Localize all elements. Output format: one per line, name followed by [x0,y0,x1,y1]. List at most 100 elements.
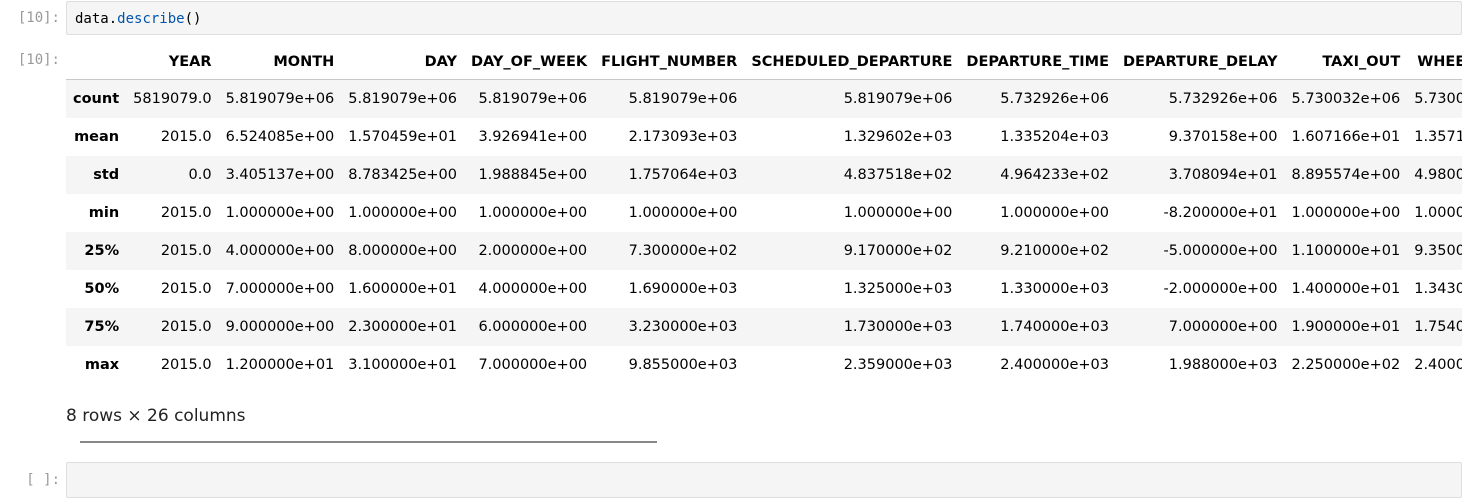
table-cell: 1.988000e+03 [1168,357,1278,373]
table-cell: 2.000000e+00 [478,243,588,259]
table-cell: 9.210000e+02 [1000,243,1110,259]
table-cell: 1.607166e+01 [1291,129,1401,145]
table-cell: 8.895574e+00 [1291,167,1401,183]
table-cell: 9.370158e+00 [1168,129,1278,145]
column-header: DAY [341,44,464,80]
cell-1-code-editor[interactable]: data.describe() [66,1,1462,35]
column-header: YEAR [126,44,219,80]
table-row: max 2015.0 1.200000e+01 3.100000e+01 7.00000… [66,346,1462,384]
table-cell: 2015.0 [160,281,212,297]
table-cell: 9.170000e+02 [843,243,953,259]
table-cell: 1.343000e+ [1414,281,1462,297]
table-cell: 1.000000e+00 [348,205,457,221]
table-cell: 5.819079e+06 [843,91,953,107]
cell-1-code: data.describe() [67,2,1461,36]
table-body: count 5819079.0 5.819079e+06 5.819079e+06 5.… [66,79,1462,384]
code-parens: () [184,11,202,27]
column-header: MONTH [218,44,342,80]
table-cell: 1.000000e+00 [843,205,953,221]
table-header-row: YEAR MONTH DAY DAY_OF_WEEK FLIGHT_NUMBER SCHE… [66,44,1462,80]
table-cell: 5.732926e+06 [1168,91,1278,107]
table-cell: 2015.0 [160,319,212,335]
row-label: max [84,357,120,373]
table-row: count 5819079.0 5.819079e+06 5.819079e+06 5.… [66,79,1462,118]
table-cell: 2.250000e+02 [1291,357,1401,373]
table-cell: 3.230000e+03 [628,319,738,335]
code-object: data [75,11,109,27]
table-cell: 7.000000e+00 [1168,319,1278,335]
row-label: min [88,205,120,221]
table-cell: 4.000000e+00 [225,243,335,259]
table-cell: 1.330000e+03 [1000,281,1110,297]
table-cell: 3.926941e+00 [478,129,588,145]
table-cell: 6.000000e+00 [478,319,588,335]
table-cell: 5.730032e+06 [1291,91,1401,107]
table-cell: 1.000000e+00 [225,205,335,221]
table-cell: 1.757064e+03 [628,167,738,183]
table-cell: 1.325000e+03 [843,281,953,297]
table-cell: 1.988845e+00 [478,167,588,183]
table-cell: 5.819079e+06 [478,91,588,107]
table-cell: 1.570459e+01 [348,129,457,145]
table-cell: 9.000000e+00 [225,319,335,335]
describe-table: YEAR MONTH DAY DAY_OF_WEEK FLIGHT_NUMBER SCHE… [66,44,1462,384]
cell-2-prompt: [ ]: [26,472,60,488]
table-cell: 4.000000e+00 [478,281,588,297]
table-cell: -5.000000e+00 [1163,243,1278,259]
table-cell: 8.783425e+00 [348,167,457,183]
shape-summary: 8 rows × 26 columns [66,406,246,426]
table-cell: 2015.0 [160,357,212,373]
table-cell: 3.708094e+01 [1168,167,1278,183]
table-cell: 6.524085e+00 [225,129,335,145]
table-cell: 1.200000e+01 [225,357,335,373]
table-cell: 1.754000e+ [1414,319,1462,335]
table-cell: 5.819079e+06 [628,91,738,107]
table-cell: 9.350000e+ [1414,243,1462,259]
row-label: 25% [84,243,120,259]
table-cell: 1.600000e+01 [348,281,457,297]
table-cell: 1.000000e+00 [478,205,588,221]
table-cell: 4.964233e+02 [1000,167,1110,183]
table-cell: 5.730032e+ [1414,91,1462,107]
table-row: mean 2015.0 6.524085e+00 1.570459e+01 3.9269… [66,118,1462,156]
table-cell: 1.000000e+00 [1000,205,1110,221]
table-row: std 0.0 3.405137e+00 8.783425e+00 1.988845e+… [66,156,1462,194]
cell-2-code-editor[interactable] [66,462,1462,498]
column-header: SCHEDULED_DEPARTURE [744,44,960,80]
row-label: count [73,91,120,107]
row-label: mean [74,129,120,145]
dataframe-output: YEAR MONTH DAY DAY_OF_WEEK FLIGHT_NUMBER SCHE… [66,44,1462,394]
table-cell: 4.980094e+ [1414,167,1462,183]
table-row: 50% 2015.0 7.000000e+00 1.600000e+01 4.00000… [66,270,1462,308]
table-cell: 1.000000e+ [1414,205,1462,221]
table-cell: 1.335204e+03 [1000,129,1110,145]
table-cell: 5.819079e+06 [348,91,457,107]
index-header [66,44,127,80]
table-cell: 2.173093e+03 [628,129,738,145]
table-cell: 1.730000e+03 [843,319,953,335]
table-cell: 2.300000e+01 [348,319,457,335]
table-row: 75% 2015.0 9.000000e+00 2.300000e+01 6.00000… [66,308,1462,346]
table-cell: 2015.0 [160,205,212,221]
table-cell: 1.000000e+00 [1291,205,1401,221]
table-cell: 2.400000e+ [1414,357,1462,373]
column-header: WHEELS_O [1407,44,1462,80]
code-method: describe [117,11,185,27]
table-cell: 2015.0 [160,129,212,145]
table-cell: 1.740000e+03 [1000,319,1110,335]
table-cell: 5819079.0 [133,91,212,107]
table-cell: 7.000000e+00 [478,357,588,373]
table-cell: 7.000000e+00 [225,281,335,297]
table-cell: 4.837518e+02 [843,167,953,183]
table-cell: 2015.0 [160,243,212,259]
table-cell: 1.400000e+01 [1291,281,1401,297]
column-header: DEPARTURE_TIME [959,44,1117,80]
horizontal-scrollbar[interactable] [80,441,657,443]
row-label: std [93,167,120,183]
table-cell: 1.100000e+01 [1291,243,1401,259]
table-cell: 3.100000e+01 [348,357,457,373]
column-header: FLIGHT_NUMBER [594,44,745,80]
table-cell: 0.0 [188,167,212,183]
table-row: 25% 2015.0 4.000000e+00 8.000000e+00 2.00000… [66,232,1462,270]
code-dot: . [108,11,118,27]
